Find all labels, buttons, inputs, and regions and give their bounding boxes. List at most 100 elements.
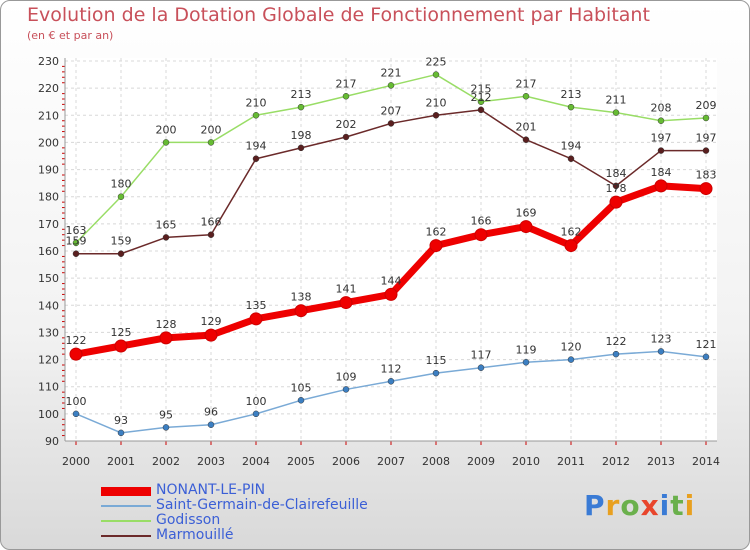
- data-point-nonant-le-pin: [249, 312, 263, 326]
- data-label-marmouill-: 197: [651, 132, 672, 145]
- data-label-godisson: 215: [471, 83, 492, 96]
- data-label-godisson: 211: [606, 94, 627, 107]
- data-label-godisson: 200: [201, 123, 222, 136]
- data-label-marmouill-: 198: [291, 129, 312, 142]
- data-point-godisson: [207, 139, 215, 146]
- data-point-godisson: [162, 139, 170, 146]
- legend-label: Godisson: [156, 512, 221, 528]
- legend-label: Marmouillé: [156, 527, 234, 543]
- x-tick-label: 2003: [197, 455, 225, 468]
- data-point-nonant-le-pin: [609, 195, 623, 209]
- data-point-saint-germain-de-clairefeuille: [612, 350, 620, 358]
- data-label-godisson: 200: [156, 123, 177, 136]
- data-label-saint-germain-de-clairefeuille: 100: [246, 395, 267, 408]
- data-point-nonant-le-pin: [339, 296, 353, 310]
- data-point-godisson: [342, 93, 350, 100]
- logo-letter: r: [605, 489, 621, 522]
- y-tick-label: 90: [45, 435, 59, 448]
- data-label-nonant-le-pin: 129: [201, 315, 222, 328]
- data-label-nonant-le-pin: 138: [291, 291, 312, 304]
- x-tick-label: 2001: [107, 455, 135, 468]
- data-point-nonant-le-pin: [69, 347, 83, 361]
- data-point-marmouill-: [72, 250, 80, 257]
- data-label-marmouill-: 202: [336, 118, 357, 131]
- data-label-godisson: 217: [336, 77, 357, 90]
- chart-subtitle: (en € et par an): [27, 29, 114, 42]
- data-label-nonant-le-pin: 122: [66, 334, 87, 347]
- data-label-godisson: 209: [696, 99, 717, 112]
- data-label-godisson: 208: [651, 102, 672, 115]
- data-point-marmouill-: [477, 106, 485, 114]
- data-point-godisson: [522, 93, 530, 100]
- legend-swatch: [101, 486, 151, 496]
- data-label-godisson: 213: [291, 88, 312, 101]
- data-point-saint-germain-de-clairefeuille: [657, 348, 665, 355]
- x-tick-label: 2002: [152, 455, 180, 468]
- logo-letter: t: [670, 489, 685, 522]
- data-point-saint-germain-de-clairefeuille: [342, 386, 350, 393]
- data-label-saint-germain-de-clairefeuille: 100: [66, 395, 87, 408]
- data-label-nonant-le-pin: 125: [111, 326, 132, 339]
- data-label-saint-germain-de-clairefeuille: 117: [471, 349, 492, 362]
- y-tick-label: 170: [38, 218, 59, 231]
- data-point-saint-germain-de-clairefeuille: [252, 410, 260, 418]
- data-label-saint-germain-de-clairefeuille: 122: [606, 335, 627, 348]
- data-label-saint-germain-de-clairefeuille: 123: [651, 332, 672, 345]
- data-label-marmouill-: 184: [606, 167, 627, 180]
- data-point-godisson: [387, 82, 395, 89]
- data-label-godisson: 221: [381, 66, 402, 79]
- data-point-saint-germain-de-clairefeuille: [477, 364, 485, 371]
- legend-swatch: [101, 505, 151, 507]
- y-tick-label: 190: [38, 164, 59, 177]
- data-label-godisson: 180: [111, 178, 132, 191]
- data-point-marmouill-: [252, 155, 260, 162]
- data-label-godisson: 210: [246, 96, 267, 109]
- logo-letter: i: [659, 489, 671, 522]
- data-label-marmouill-: 194: [561, 140, 582, 153]
- data-point-marmouill-: [117, 250, 125, 257]
- data-point-nonant-le-pin: [429, 239, 443, 253]
- data-point-nonant-le-pin: [114, 339, 128, 353]
- data-point-saint-germain-de-clairefeuille: [567, 356, 575, 363]
- x-tick-label: 2010: [512, 455, 540, 468]
- data-point-marmouill-: [567, 155, 575, 162]
- data-label-saint-germain-de-clairefeuille: 109: [336, 370, 357, 383]
- data-label-saint-germain-de-clairefeuille: 112: [381, 362, 402, 375]
- data-point-nonant-le-pin: [654, 179, 668, 193]
- data-label-nonant-le-pin: 128: [156, 318, 177, 331]
- data-label-saint-germain-de-clairefeuille: 120: [561, 341, 582, 354]
- data-point-nonant-le-pin: [519, 220, 533, 234]
- data-point-marmouill-: [387, 120, 395, 127]
- data-point-nonant-le-pin: [699, 182, 713, 196]
- legend-label: Saint-Germain-de-Clairefeuille: [156, 497, 368, 513]
- data-point-godisson: [432, 71, 440, 78]
- data-label-marmouill-: 210: [426, 96, 447, 109]
- data-label-marmouill-: 165: [156, 218, 177, 231]
- y-tick-label: 180: [38, 191, 59, 204]
- data-point-godisson: [612, 109, 620, 116]
- y-tick-label: 220: [38, 82, 59, 95]
- data-point-nonant-le-pin: [564, 239, 578, 253]
- data-point-nonant-le-pin: [474, 228, 488, 242]
- data-label-saint-germain-de-clairefeuille: 95: [159, 408, 173, 421]
- data-point-marmouill-: [702, 147, 710, 154]
- data-point-saint-germain-de-clairefeuille: [387, 378, 395, 385]
- data-point-saint-germain-de-clairefeuille: [522, 359, 530, 366]
- data-label-nonant-le-pin: 135: [246, 299, 267, 312]
- data-point-marmouill-: [297, 144, 305, 152]
- data-label-nonant-le-pin: 144: [381, 274, 402, 287]
- data-label-nonant-le-pin: 141: [336, 283, 357, 296]
- y-tick-label: 200: [38, 136, 59, 149]
- data-point-godisson: [657, 117, 665, 124]
- data-label-nonant-le-pin: 178: [606, 182, 627, 195]
- data-point-nonant-le-pin: [204, 328, 218, 342]
- data-point-saint-germain-de-clairefeuille: [72, 410, 80, 418]
- x-tick-label: 2000: [62, 455, 90, 468]
- data-label-marmouill-: 201: [516, 121, 537, 134]
- data-label-nonant-le-pin: 184: [651, 166, 672, 179]
- x-tick-label: 2007: [377, 455, 405, 468]
- data-point-marmouill-: [522, 136, 530, 143]
- proxiti-logo: Proxiti: [584, 489, 695, 522]
- data-point-nonant-le-pin: [159, 331, 173, 345]
- data-point-nonant-le-pin: [294, 304, 308, 318]
